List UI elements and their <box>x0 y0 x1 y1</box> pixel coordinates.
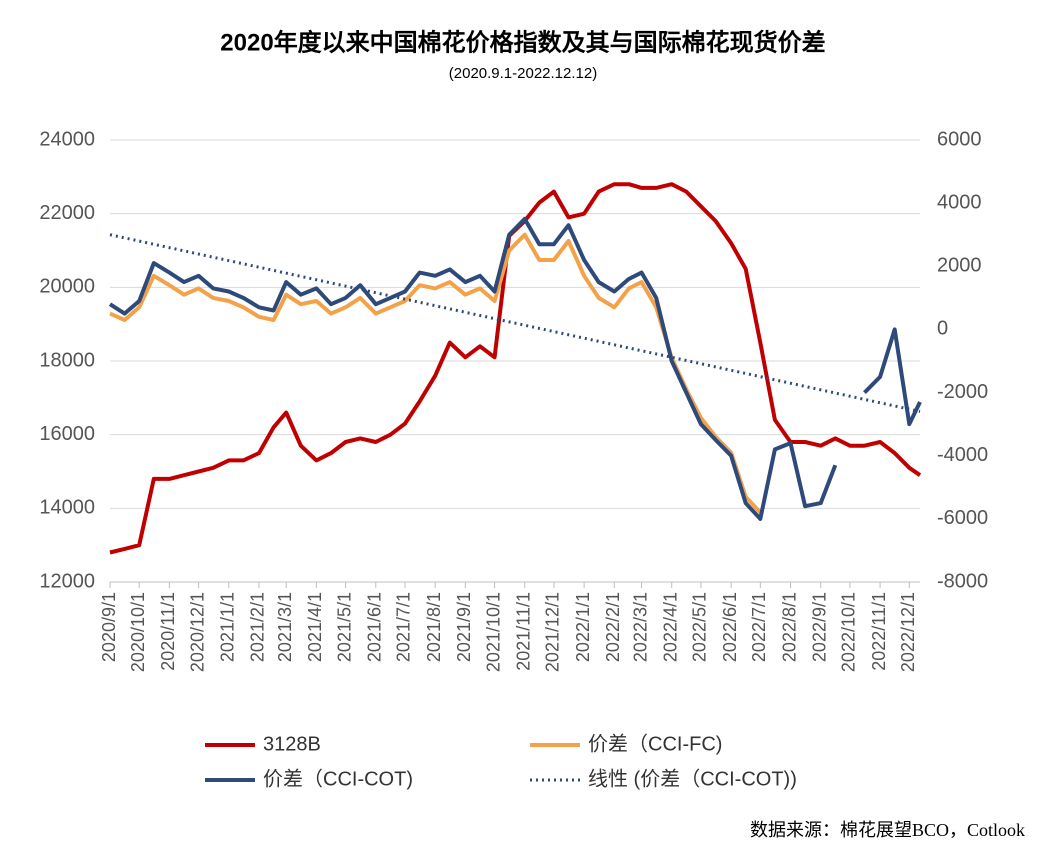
y-tick-label: 18000 <box>39 349 95 371</box>
y-tick-label: 24000 <box>39 128 95 150</box>
y2-tick-label: -2000 <box>937 381 988 403</box>
x-tick-label: 2020/10/1 <box>128 592 148 672</box>
y2-tick-label: 6000 <box>937 128 982 150</box>
y2-tick-label: 2000 <box>937 255 982 277</box>
source: 数据来源：棉花展望BCO，Cotlook <box>750 820 1025 840</box>
series-line <box>109 182 922 555</box>
x-tick-label: 2021/10/1 <box>483 592 503 672</box>
x-tick-label: 2021/7/1 <box>394 592 414 662</box>
chart-title: 2020年度以来中国棉花价格指数及其与国际棉花现货价差 <box>220 28 825 56</box>
x-tick-label: 2020/11/1 <box>158 592 178 671</box>
series-line <box>108 216 922 521</box>
legend-label: 线性 (价差（CCI-COT)) <box>588 767 797 790</box>
x-tick-label: 2020/12/1 <box>187 592 207 672</box>
y2-tick-label: -8000 <box>937 570 988 592</box>
x-tick-label: 2022/12/1 <box>898 592 918 672</box>
y2-tick-label: -6000 <box>937 507 988 529</box>
y-tick-label: 20000 <box>39 276 95 298</box>
x-tick-label: 2021/6/1 <box>365 592 385 662</box>
x-tick-label: 2021/4/1 <box>305 592 325 662</box>
x-tick-label: 2021/2/1 <box>248 592 268 662</box>
x-tick-label: 2022/6/1 <box>720 592 740 662</box>
x-tick-label: 2022/5/1 <box>690 592 710 662</box>
x-tick-label: 2022/9/1 <box>809 592 829 662</box>
y-tick-label: 12000 <box>39 570 95 592</box>
y2-tick-label: -4000 <box>937 444 988 466</box>
y2-tick-label: 4000 <box>937 191 982 213</box>
x-tick-label: 2021/1/1 <box>218 592 238 662</box>
series-line <box>109 232 762 514</box>
x-tick-label: 2020/9/1 <box>99 592 119 662</box>
y-tick-label: 22000 <box>39 202 95 224</box>
legend-label: 价差（CCI-FC) <box>588 732 722 755</box>
y-tick-label: 14000 <box>39 497 95 519</box>
x-tick-label: 2022/11/1 <box>869 592 889 671</box>
y2-tick-label: 0 <box>937 318 948 340</box>
chart-subtitle: (2020.9.1-2022.12.12) <box>449 65 597 82</box>
trend-line <box>109 233 921 413</box>
x-tick-label: 2021/8/1 <box>424 592 444 662</box>
legend-label: 3128B <box>263 733 321 755</box>
legend-label: 价差（CCI-COT) <box>263 767 413 790</box>
x-tick-label: 2021/9/1 <box>454 592 474 662</box>
x-tick-label: 2022/4/1 <box>660 592 680 662</box>
x-tick-label: 2022/3/1 <box>630 592 650 662</box>
x-tick-label: 2021/3/1 <box>275 592 295 662</box>
x-tick-label: 2021/11/1 <box>513 592 533 671</box>
x-tick-label: 2022/2/1 <box>603 592 623 662</box>
x-tick-label: 2022/8/1 <box>779 592 799 662</box>
x-tick-label: 2021/12/1 <box>543 592 563 672</box>
y-tick-label: 16000 <box>39 423 95 445</box>
x-tick-label: 2021/5/1 <box>334 592 354 662</box>
x-tick-label: 2022/10/1 <box>839 592 859 672</box>
x-tick-label: 2022/7/1 <box>749 592 769 662</box>
x-tick-label: 2022/1/1 <box>573 592 593 662</box>
